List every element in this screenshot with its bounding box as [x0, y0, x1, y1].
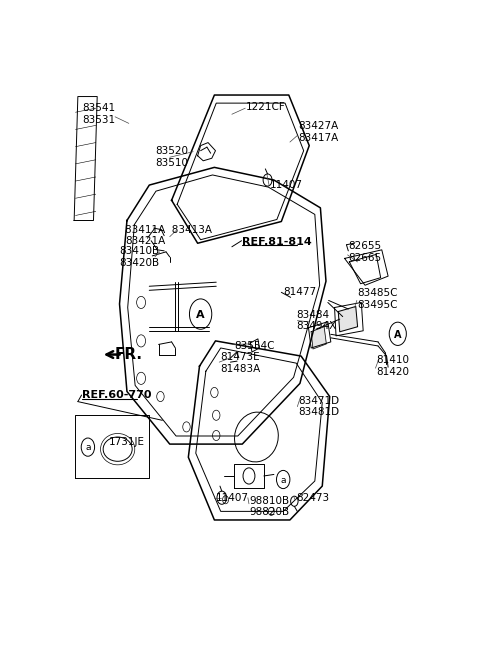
Text: a: a [280, 476, 286, 484]
Text: A: A [196, 310, 205, 320]
Text: 82473: 82473 [296, 493, 329, 503]
Text: a: a [85, 443, 91, 452]
Text: 81473E
81483A: 81473E 81483A [220, 352, 260, 374]
Text: 1221CF: 1221CF [246, 102, 286, 112]
Text: FR.: FR. [115, 347, 143, 362]
Text: 82655
82665: 82655 82665 [348, 241, 382, 263]
Text: 83484
83494X: 83484 83494X [296, 310, 336, 331]
Text: 11407: 11407 [270, 180, 303, 190]
Text: 83471D
83481D: 83471D 83481D [298, 396, 339, 417]
Text: 81477: 81477 [283, 287, 316, 298]
Polygon shape [311, 327, 326, 349]
Text: 81410
81420: 81410 81420 [376, 355, 409, 377]
Text: 1731JE: 1731JE [108, 437, 144, 447]
Text: 98810B
98820B: 98810B 98820B [250, 495, 290, 517]
Text: REF.60-770: REF.60-770 [83, 390, 152, 400]
Text: 83541
83531: 83541 83531 [83, 103, 116, 125]
Text: 83554C: 83554C [234, 341, 275, 351]
Text: 11407: 11407 [216, 493, 249, 503]
Text: 83520
83510: 83520 83510 [155, 147, 188, 168]
Text: 83411A  83413A
83421A: 83411A 83413A 83421A [125, 225, 212, 246]
Text: 83410B
83420B: 83410B 83420B [120, 246, 160, 267]
Text: 83485C
83495C: 83485C 83495C [358, 288, 398, 309]
Text: 83427A
83417A: 83427A 83417A [298, 121, 338, 143]
Text: A: A [394, 330, 402, 340]
Polygon shape [338, 306, 358, 332]
Text: REF.81-814: REF.81-814 [242, 237, 312, 247]
